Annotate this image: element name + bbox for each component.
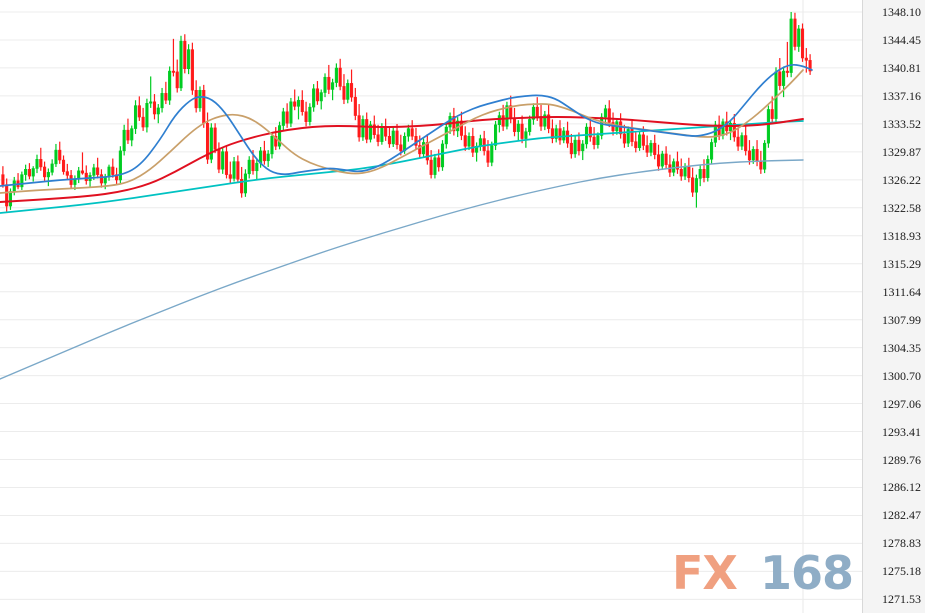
price-axis-tick: 1304.35	[882, 340, 921, 355]
price-axis-tick: 1275.18	[882, 564, 921, 579]
price-axis-tick: 1297.06	[882, 396, 921, 411]
price-axis-tick: 1307.99	[882, 312, 921, 327]
price-axis-tick: 1340.81	[882, 60, 921, 75]
ma-slow-line	[0, 116, 804, 203]
price-axis-tick: 1318.93	[882, 228, 921, 243]
ma-fast-line	[0, 63, 813, 187]
price-series-layer	[0, 12, 813, 380]
price-axis-tick: 1286.12	[882, 480, 921, 495]
price-axis-tick: 1333.52	[882, 116, 921, 131]
price-axis-tick: 1348.10	[882, 5, 921, 19]
grid-layer	[0, 0, 862, 613]
price-axis-tick: 1326.22	[882, 172, 921, 187]
price-axis-tick: 1278.83	[882, 536, 921, 551]
price-axis[interactable]: 1348.10 1344.45 1340.81 1337.16 1333.52 1329.…	[862, 0, 925, 613]
price-axis-tick: 1337.16	[882, 88, 921, 103]
price-axis-tick: 1315.29	[882, 256, 921, 271]
price-axis-tick: 1271.53	[882, 592, 921, 607]
price-axis-tick: 1344.45	[882, 33, 921, 47]
plot-area[interactable]: FX 168	[0, 0, 862, 613]
price-axis-tick: 1300.70	[882, 368, 921, 383]
ma-slower-line	[0, 120, 804, 214]
ma-longest-line	[0, 159, 804, 380]
price-axis-tick: 1282.47	[882, 508, 921, 523]
price-axis-tick: 1311.64	[882, 284, 921, 299]
price-axis-tick: 1293.41	[882, 424, 921, 439]
price-axis-tick: 1322.58	[882, 200, 921, 215]
price-axis-tick: 1289.76	[882, 452, 921, 467]
price-axis-tick: 1329.87	[882, 144, 921, 159]
